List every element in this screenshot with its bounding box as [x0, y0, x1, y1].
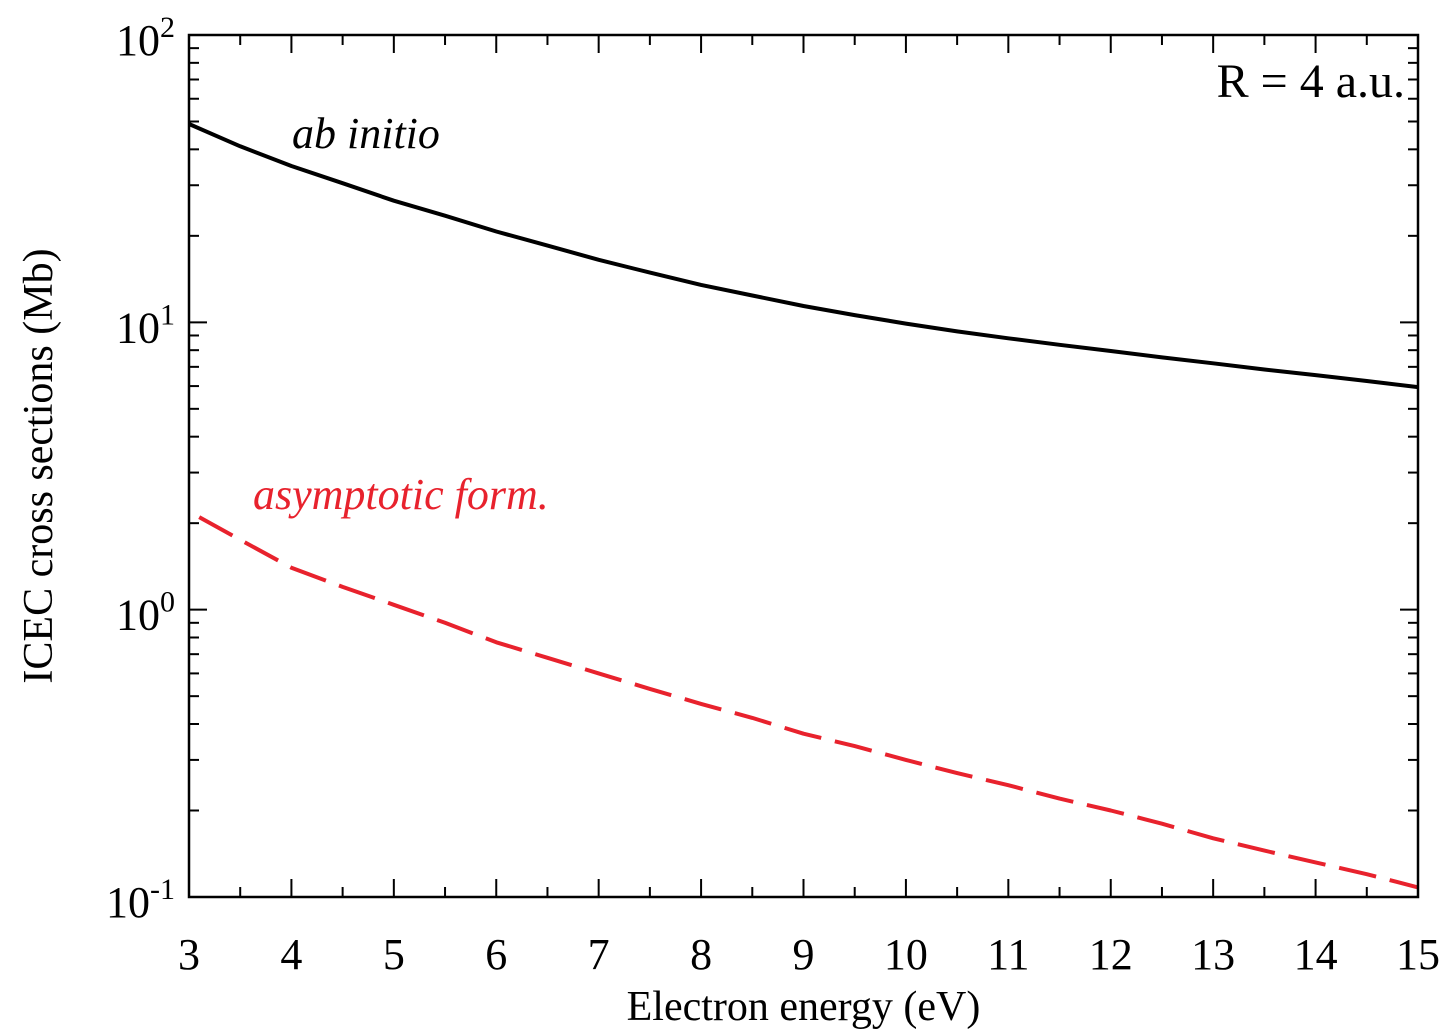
series-line-asymptotic [198, 515, 1419, 890]
x-tick-label: 15 [1396, 930, 1440, 979]
r-value-annotation: R = 4 a.u. [1217, 55, 1405, 108]
x-tick-label: 7 [588, 930, 610, 979]
x-tick-label: 4 [280, 930, 302, 979]
x-tick-label: 6 [485, 930, 507, 979]
y-axis-title: ICEC cross sections (Mb) [16, 248, 62, 683]
y-tick-exponent: 2 [160, 11, 175, 44]
series-line-ab-initio [188, 122, 1419, 390]
x-tick-label: 8 [690, 930, 712, 979]
y-tick-label: 102 [116, 11, 175, 65]
plot-frame [187, 33, 1420, 899]
x-tick-label: 12 [1089, 930, 1133, 979]
x-tick-label: 10 [884, 930, 928, 979]
series-label-asymptotic: asymptotic form. [253, 470, 549, 519]
x-axis-title: Electron energy (eV) [627, 984, 981, 1030]
x-tick-label: 5 [383, 930, 405, 979]
x-tick-label: 14 [1294, 930, 1338, 979]
x-tick-label: 13 [1191, 930, 1235, 979]
x-tick-label: 11 [987, 930, 1029, 979]
y-tick-exponent: 0 [160, 586, 175, 619]
x-tick-label: 3 [178, 930, 200, 979]
y-tick-exponent: 1 [160, 298, 175, 331]
series-layer [188, 122, 1419, 890]
x-tick-label: 9 [793, 930, 815, 979]
series-label-ab-initio: ab initio [292, 109, 440, 158]
y-tick-exponent: -1 [150, 873, 175, 906]
ticks [188, 34, 1419, 898]
